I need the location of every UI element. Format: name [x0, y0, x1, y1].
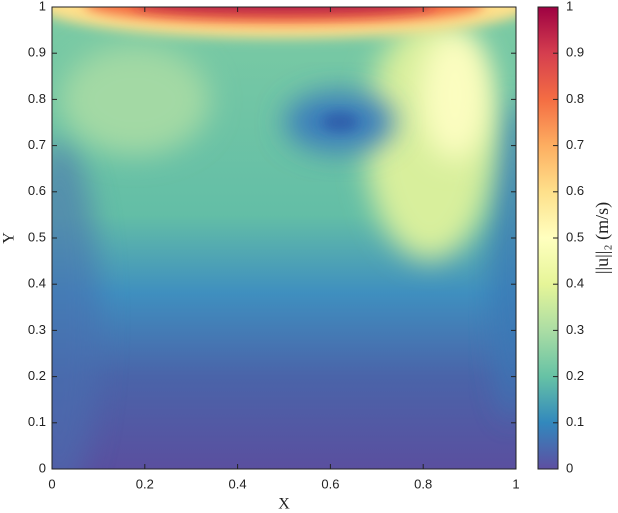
- colorbar-tick-label: 1: [566, 0, 573, 13]
- y-tick-label: 0.2: [28, 368, 46, 383]
- y-tick-label: 0.4: [28, 276, 46, 291]
- colorbar-tick-label: 0.6: [566, 183, 584, 198]
- colorbar-tick-label: 0.5: [566, 229, 584, 244]
- velocity-field: [52, 7, 516, 469]
- x-tick-label: 0.8: [414, 476, 432, 491]
- y-tick-label: 0.1: [28, 414, 46, 429]
- y-tick-label: 0.8: [28, 91, 46, 106]
- x-tick-label: 0.4: [229, 476, 247, 491]
- y-tick-label: 0.5: [28, 229, 46, 244]
- x-tick-label: 1: [512, 476, 519, 491]
- colorbar-label: ||u||₂ (m/s): [592, 202, 613, 274]
- colorbar-tick-label: 0.4: [566, 276, 584, 291]
- y-tick-label: 1: [39, 0, 46, 13]
- y-tick-label: 0.3: [28, 322, 46, 337]
- colorbar-tick-label: 0.3: [566, 322, 584, 337]
- y-axis-label: Y: [1, 232, 18, 244]
- colorbar-tick-label: 0.9: [566, 45, 584, 60]
- x-tick-label: 0.2: [136, 476, 154, 491]
- y-tick-label: 0: [39, 460, 46, 475]
- colorbar-tick-label: 0.7: [566, 137, 584, 152]
- colorbar-tick-label: 0.2: [566, 368, 584, 383]
- y-tick-label: 0.7: [28, 137, 46, 152]
- x-tick-label: 0: [48, 476, 55, 491]
- x-axis-label: X: [278, 496, 290, 513]
- colorbar-tick-label: 0.1: [566, 414, 584, 429]
- x-tick-label: 0.6: [321, 476, 339, 491]
- y-tick-label: 0.9: [28, 45, 46, 60]
- colorbar-tick-label: 0: [566, 460, 573, 475]
- colorbar-tick-label: 0.8: [566, 91, 584, 106]
- y-tick-label: 0.6: [28, 183, 46, 198]
